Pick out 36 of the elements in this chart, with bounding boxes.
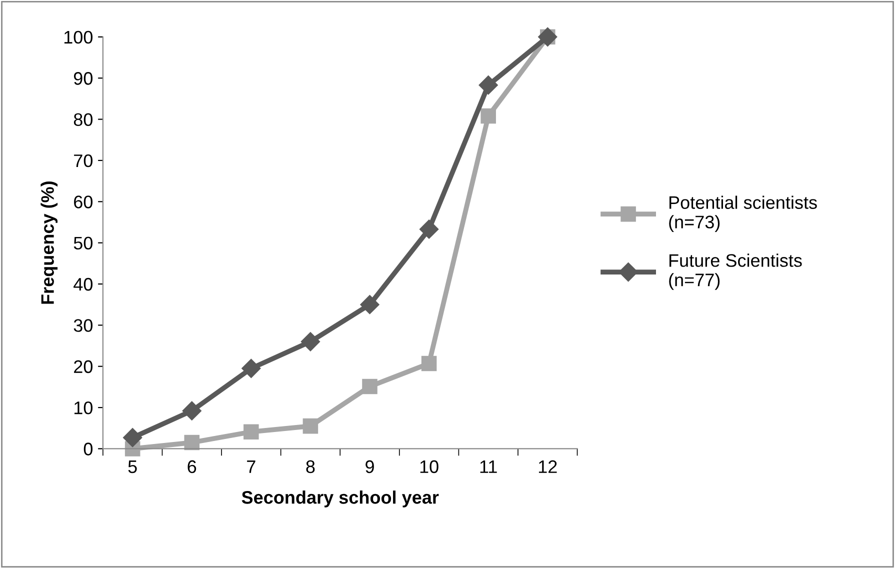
point (300, 332, 320, 352)
y-tick-label: 20 (74, 360, 92, 374)
y-axis-title: Frequency (%) (40, 182, 58, 304)
point (182, 401, 202, 420)
y-tick-label: 0 (84, 442, 92, 456)
point (360, 295, 380, 314)
point (184, 434, 200, 450)
y-tick-label: 30 (74, 319, 92, 332)
x-tick-label: 6 (188, 460, 196, 474)
point (123, 428, 142, 448)
y-tick-label: 40 (74, 278, 92, 291)
y-tick-label: 80 (74, 113, 92, 126)
x-tick-label: 12 (538, 460, 557, 473)
legend-label: Potential scientists (n=73) (669, 196, 817, 232)
x-tick-label: 11 (480, 460, 497, 473)
x-tick-label: 7 (247, 460, 256, 473)
y-tick-label: 70 (74, 154, 92, 168)
y-tick-label: 100 (64, 30, 92, 44)
point (478, 76, 498, 95)
point (480, 108, 496, 124)
y-tick-label: 50 (74, 236, 92, 250)
legend-label: Future Scientists (n=77) (669, 254, 802, 290)
point (421, 356, 437, 372)
x-tick-label: 10 (420, 460, 438, 474)
y-tick-label: 60 (74, 196, 92, 208)
point (244, 424, 259, 440)
y-tick-label: 10 (74, 401, 92, 414)
x-axis-title: Secondary school year (242, 490, 439, 508)
point (362, 378, 378, 394)
point (420, 220, 439, 239)
point (302, 418, 318, 434)
y-tick-label: 90 (74, 72, 92, 85)
x-tick-label: 9 (366, 460, 374, 474)
x-tick-label: 5 (128, 460, 137, 474)
x-tick-label: 8 (306, 460, 315, 474)
point (242, 358, 261, 378)
